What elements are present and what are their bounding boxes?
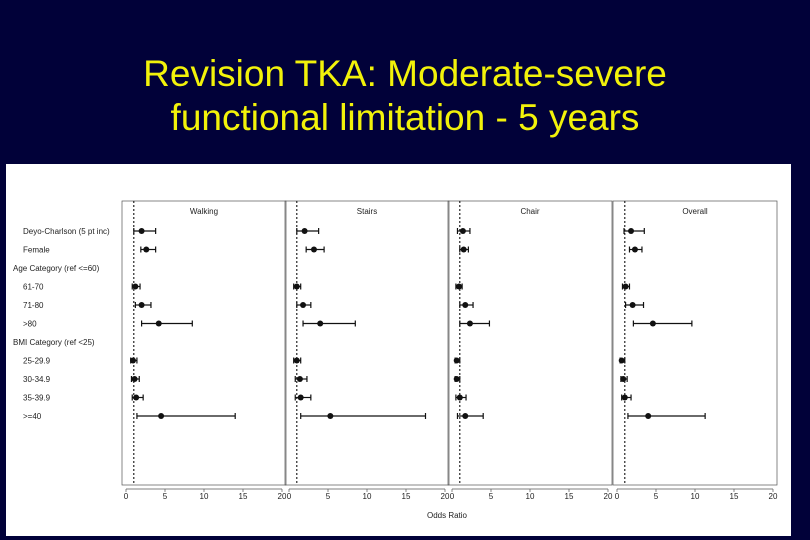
odds-ratio-point [133, 394, 140, 401]
odds-ratio-point [622, 283, 629, 290]
odds-ratio-point [297, 394, 304, 401]
x-tick-label: 10 [691, 492, 700, 501]
odds-ratio-point [155, 320, 162, 327]
odds-ratio-point [132, 283, 139, 290]
odds-ratio-point [631, 246, 638, 253]
row-label: BMI Category (ref <25) [13, 338, 95, 347]
x-tick-label: 20 [278, 492, 287, 501]
odds-ratio-point [138, 302, 145, 308]
odds-ratio-point [310, 246, 317, 253]
row-label: 61-70 [23, 283, 44, 292]
row-label: 25-29.9 [23, 357, 51, 366]
row-label: Female [23, 246, 50, 255]
odds-ratio-point [130, 357, 137, 364]
odds-ratio-point [466, 320, 473, 327]
x-tick-label: 5 [326, 492, 331, 501]
x-tick-label: 20 [441, 492, 450, 501]
odds-ratio-point [293, 357, 300, 364]
row-label: Age Category (ref <=60) [13, 264, 100, 273]
chart-panel: Deyo-Charlson (5 pt inc) Female Age Catego… [6, 164, 791, 536]
panel-title: Chair [520, 207, 539, 216]
odds-ratio-point [453, 376, 460, 382]
panel-title: Stairs [357, 207, 377, 216]
odds-ratio-point [621, 394, 628, 401]
x-tick-label: 15 [730, 492, 739, 501]
row-label: 71-80 [23, 301, 44, 310]
row-label: 35-39.9 [23, 394, 51, 403]
odds-ratio-point [462, 413, 469, 419]
forest-plot: Deyo-Charlson (5 pt inc) Female Age Catego… [13, 200, 778, 520]
odds-ratio-point [327, 413, 334, 419]
row-label: >=40 [23, 412, 42, 421]
odds-ratio-point [628, 228, 635, 234]
odds-ratio-point [317, 320, 324, 327]
panel-title: Walking [190, 207, 218, 216]
odds-ratio-point [293, 283, 300, 290]
odds-ratio-point [300, 302, 307, 308]
odds-ratio-point [460, 246, 467, 253]
x-tick-label: 0 [615, 492, 620, 501]
odds-ratio-point [456, 283, 463, 290]
odds-ratio-point [131, 376, 138, 382]
odds-ratio-point [143, 246, 150, 253]
x-tick-label: 0 [124, 492, 129, 501]
slide-title-line-1: Revision TKA: Moderate-severe [143, 53, 667, 94]
row-label: Deyo-Charlson (5 pt inc) [23, 227, 110, 236]
odds-ratio-point [301, 228, 308, 234]
odds-ratio-point [618, 357, 625, 364]
x-tick-label: 10 [526, 492, 535, 501]
x-tick-label: 15 [402, 492, 411, 501]
x-tick-label: 15 [239, 492, 248, 501]
panel-title: Overall [682, 207, 708, 216]
odds-ratio-point [453, 357, 460, 364]
x-tick-label: 0 [450, 492, 455, 501]
panel-frame [284, 200, 450, 486]
odds-ratio-point [138, 228, 145, 234]
x-tick-label: 10 [200, 492, 209, 501]
slide-title-line-2: functional limitation - 5 years [170, 97, 640, 138]
odds-ratio-point [456, 394, 463, 401]
panel-frame [447, 200, 613, 486]
x-tick-label: 5 [489, 492, 494, 501]
odds-ratio-point [158, 413, 165, 419]
x-tick-label: 5 [163, 492, 168, 501]
odds-ratio-point [296, 376, 303, 382]
x-tick-label: 0 [287, 492, 292, 501]
odds-ratio-point [629, 302, 636, 308]
x-tick-label: 20 [604, 492, 613, 501]
panel-frame [121, 200, 287, 486]
x-axis-label: Odds Ratio [427, 511, 468, 520]
x-tick-label: 10 [363, 492, 372, 501]
row-label: >80 [23, 320, 37, 329]
odds-ratio-point [645, 413, 652, 419]
x-tick-label: 15 [565, 492, 574, 501]
x-tick-label: 5 [654, 492, 659, 501]
odds-ratio-point [620, 376, 627, 382]
odds-ratio-point [459, 228, 466, 234]
row-label: 30-34.9 [23, 375, 51, 384]
slide-title: Revision TKA: Moderate-severe functional… [0, 52, 810, 140]
odds-ratio-point [462, 302, 469, 308]
panel-frame [612, 200, 778, 486]
x-tick-label: 20 [769, 492, 778, 501]
odds-ratio-point [649, 320, 656, 327]
